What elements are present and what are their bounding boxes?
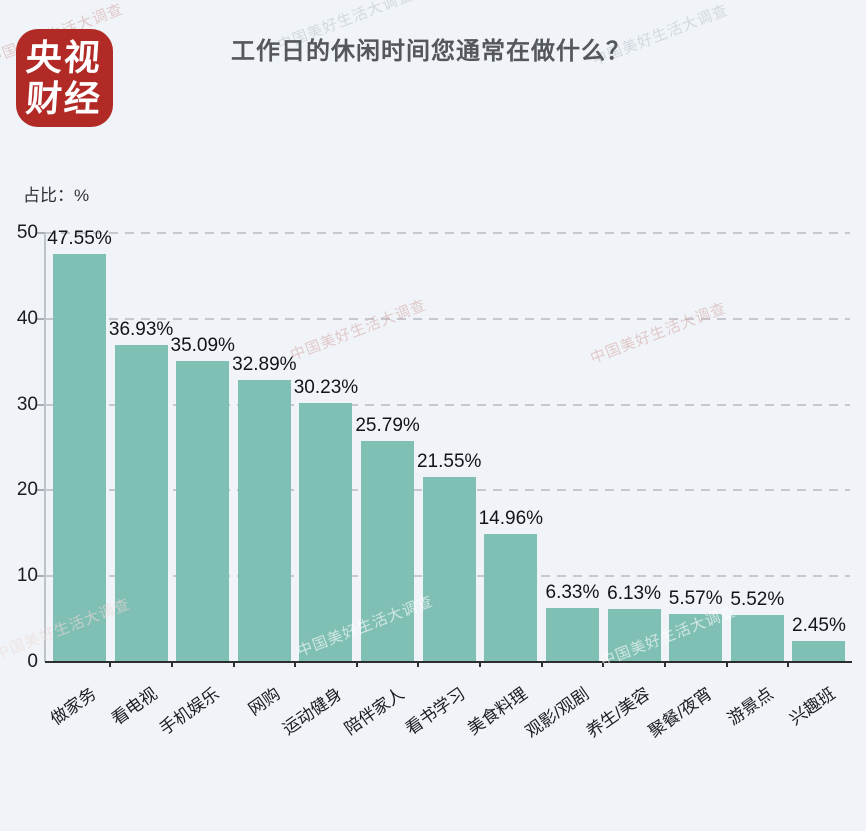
bar — [237, 379, 291, 662]
bar — [114, 345, 168, 662]
x-tick-label: 看电视 — [108, 684, 161, 729]
x-axis-tick — [602, 663, 605, 667]
x-tick-label: 聚餐/夜宵 — [644, 684, 716, 742]
x-tick-label: 运动健身 — [279, 684, 346, 739]
x-tick-label: 手机娱乐 — [155, 684, 223, 739]
bar — [669, 614, 723, 662]
bar — [299, 402, 353, 662]
x-tick-label: 游景点 — [724, 684, 778, 729]
logo-text-line2: 财经 — [25, 78, 104, 119]
y-tick-label: 50 — [16, 222, 38, 243]
x-axis-tick — [787, 663, 790, 667]
bar-value-label: 5.57% — [668, 588, 723, 610]
bar-value-label: 32.89% — [232, 353, 297, 375]
bar-value-label: 21.55% — [416, 451, 482, 473]
bar — [792, 640, 846, 662]
y-axis-tick — [37, 317, 45, 320]
x-tick-label: 美食料理 — [464, 684, 531, 739]
bar — [422, 477, 476, 662]
x-axis-tick — [725, 663, 728, 667]
bar — [607, 609, 661, 662]
x-tick-label: 陪伴家人 — [340, 684, 408, 739]
x-axis-tick — [417, 663, 420, 667]
bar — [545, 607, 599, 662]
bar — [53, 254, 106, 662]
x-axis-tick — [294, 663, 297, 667]
bar-value-label: 30.23% — [293, 376, 359, 398]
chart-title: 工作日的休闲时间您通常在做什么？ — [231, 38, 631, 65]
x-axis-tick — [109, 663, 112, 667]
x-axis-tick — [170, 663, 173, 667]
bar-value-label: 35.09% — [170, 334, 235, 356]
x-tick-label: 看书学习 — [402, 684, 470, 739]
y-tick-label: 0 — [27, 651, 38, 672]
gridline-50 — [45, 232, 850, 234]
bar — [176, 360, 230, 662]
x-tick-label: 做家务 — [46, 684, 100, 729]
bar-value-label: 5.52% — [730, 588, 785, 610]
x-axis-tick — [540, 663, 543, 667]
x-axis-tick — [232, 663, 235, 667]
y-tick-label: 10 — [16, 565, 38, 587]
bar-value-label: 2.45% — [792, 614, 846, 636]
y-tick-label: 30 — [16, 393, 38, 415]
y-axis-tick — [37, 489, 45, 492]
x-tick-label: 观影/观剧 — [521, 684, 593, 742]
y-axis-tick — [37, 232, 45, 234]
y-axis-unit-label: 占比：% — [23, 186, 90, 205]
y-tick-label: 40 — [16, 307, 38, 329]
x-axis-tick — [663, 663, 666, 667]
bar — [484, 533, 538, 662]
x-tick-label: 兴趣班 — [786, 684, 839, 729]
cctv-finance-logo: 央视 财经 — [16, 29, 113, 127]
bar-value-label: 14.96% — [478, 507, 544, 529]
x-axis-tick — [355, 663, 358, 667]
gridline-30 — [45, 403, 850, 406]
x-tick-label: 网购 — [245, 684, 285, 720]
gridline-40 — [45, 317, 850, 320]
x-axis-tick — [479, 663, 482, 667]
bar-value-label: 25.79% — [355, 414, 420, 436]
y-axis-tick — [37, 575, 45, 578]
x-axis-line — [45, 661, 852, 663]
y-tick-label: 20 — [16, 479, 38, 501]
bar-value-label: 6.13% — [607, 583, 662, 605]
bar — [361, 440, 415, 662]
bar — [730, 614, 784, 662]
x-tick-label: 养生/美容 — [583, 684, 654, 742]
bar-value-label: 36.93% — [108, 319, 174, 341]
bar-value-label: 6.33% — [545, 581, 600, 603]
y-axis-tick — [37, 403, 45, 406]
bar-value-label: 47.55% — [47, 228, 112, 250]
y-axis-line — [44, 233, 46, 662]
logo-text-line1: 央视 — [25, 37, 104, 78]
